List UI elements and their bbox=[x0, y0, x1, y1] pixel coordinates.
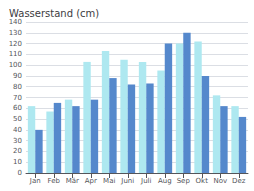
svg-text:130: 130 bbox=[9, 29, 22, 37]
svg-text:100: 100 bbox=[9, 61, 22, 69]
svg-text:90: 90 bbox=[13, 72, 22, 80]
svg-text:110: 110 bbox=[9, 50, 22, 58]
svg-text:30: 30 bbox=[13, 137, 22, 145]
svg-text:120: 120 bbox=[9, 40, 22, 48]
svg-text:60: 60 bbox=[13, 104, 22, 112]
svg-text:40: 40 bbox=[13, 126, 22, 134]
svg-text:Sep: Sep bbox=[177, 177, 191, 185]
svg-text:Apr: Apr bbox=[85, 177, 97, 185]
svg-text:Mär: Mär bbox=[66, 177, 79, 185]
svg-text:Juli: Juli bbox=[140, 177, 151, 185]
svg-text:Aug: Aug bbox=[158, 177, 172, 185]
svg-text:Okt: Okt bbox=[196, 177, 209, 185]
svg-text:80: 80 bbox=[13, 83, 22, 91]
svg-text:Dez: Dez bbox=[232, 177, 246, 185]
svg-text:0: 0 bbox=[18, 169, 22, 177]
svg-text:10: 10 bbox=[13, 158, 22, 166]
svg-text:Jan: Jan bbox=[29, 177, 41, 185]
svg-text:Feb: Feb bbox=[48, 177, 61, 185]
svg-text:20: 20 bbox=[13, 147, 22, 155]
svg-text:Wasserstand (cm): Wasserstand (cm) bbox=[9, 8, 99, 19]
svg-text:70: 70 bbox=[13, 94, 22, 102]
svg-text:Juni: Juni bbox=[120, 177, 134, 185]
svg-text:140: 140 bbox=[9, 18, 22, 26]
svg-text:50: 50 bbox=[13, 115, 22, 123]
svg-text:Mai: Mai bbox=[103, 177, 115, 185]
svg-text:Nov: Nov bbox=[213, 177, 227, 185]
